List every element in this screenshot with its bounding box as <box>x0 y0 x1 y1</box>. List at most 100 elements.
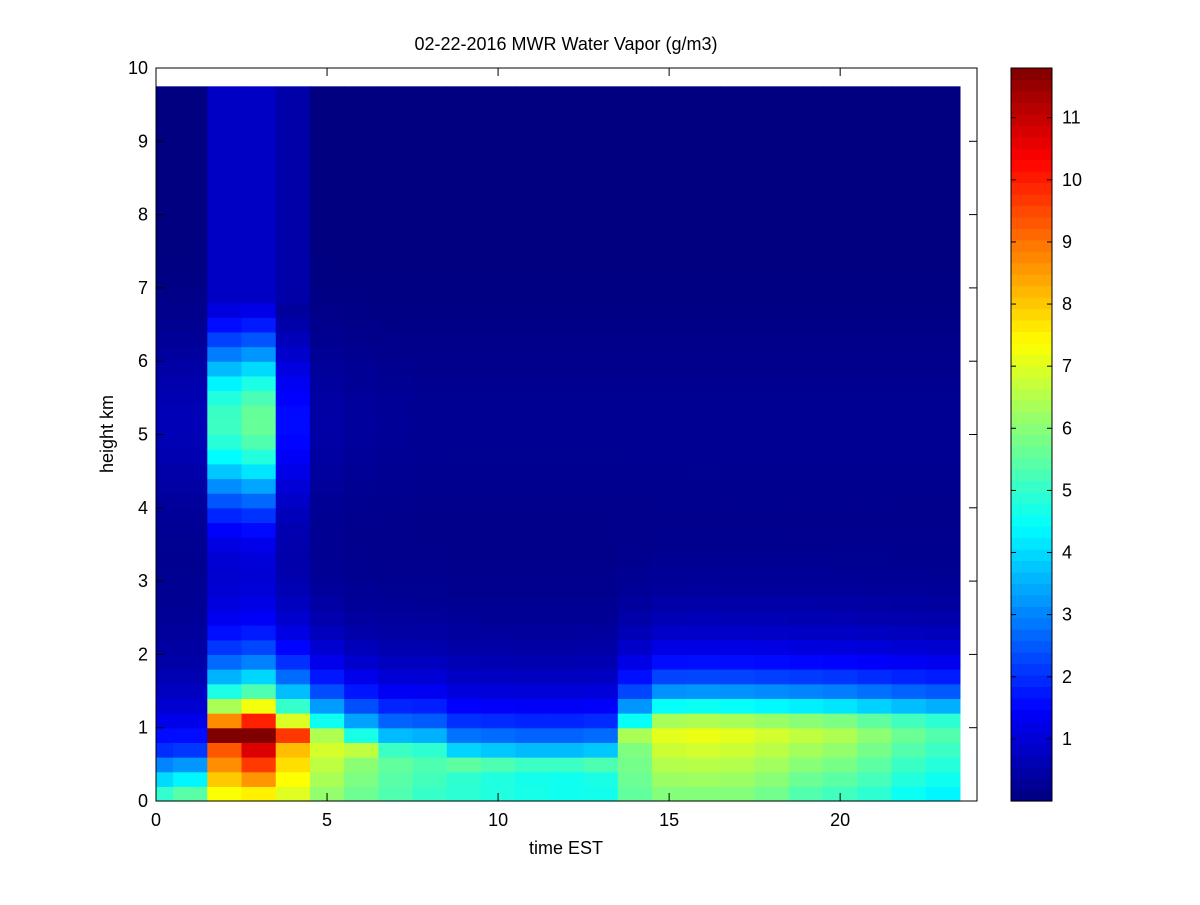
heatmap-cell <box>925 434 961 450</box>
heatmap-cell <box>446 86 482 98</box>
heatmap-cell <box>412 126 448 142</box>
heatmap-cell <box>207 86 243 98</box>
heatmap-cell <box>344 346 379 362</box>
heatmap-cell <box>241 86 277 98</box>
heatmap-cell <box>480 537 516 553</box>
heatmap-cell <box>378 331 414 348</box>
heatmap-cell <box>652 713 687 729</box>
heatmap-cell <box>891 537 927 553</box>
heatmap-cell <box>173 478 208 494</box>
heatmap-cell <box>720 199 756 216</box>
colorbar-segment <box>1011 239 1052 252</box>
heatmap-cell <box>207 669 243 685</box>
heatmap-cell <box>823 375 858 392</box>
heatmap-cell <box>412 581 448 597</box>
heatmap-cell <box>720 757 756 773</box>
heatmap-cell <box>754 639 790 655</box>
heatmap-cell <box>720 595 756 612</box>
heatmap-cell <box>720 273 756 289</box>
heatmap-cell <box>788 669 824 685</box>
heatmap-cell <box>275 214 311 230</box>
heatmap-cell <box>173 229 208 245</box>
heatmap-cell <box>515 419 550 436</box>
heatmap-cell <box>515 478 550 494</box>
heatmap-cell <box>412 551 448 568</box>
heatmap-cell <box>241 405 277 421</box>
heatmap-cell <box>378 273 414 289</box>
heatmap-cell <box>309 698 345 714</box>
heatmap-cell <box>925 595 961 612</box>
heatmap-cell <box>173 551 208 568</box>
colorbar-segment <box>1011 297 1052 310</box>
heatmap-cell <box>156 229 174 245</box>
heatmap-cell <box>275 317 311 333</box>
heatmap-cell <box>549 243 585 260</box>
heatmap-cell <box>720 419 756 436</box>
heatmap-cell <box>652 522 687 538</box>
heatmap-cell <box>549 610 585 626</box>
heatmap-cell <box>823 405 858 421</box>
heatmap-cell <box>823 214 858 230</box>
colorbar-segment <box>1011 216 1052 229</box>
heatmap-cell <box>583 581 619 597</box>
heatmap-cell <box>686 185 722 201</box>
heatmap-cell <box>925 390 961 406</box>
heatmap-cell <box>686 478 722 494</box>
heatmap-cell <box>378 405 414 421</box>
heatmap-cell <box>925 683 961 699</box>
heatmap-cell <box>156 434 174 450</box>
heatmap-cell <box>925 229 961 245</box>
heatmap-cell <box>446 551 482 568</box>
heatmap-cell <box>583 346 619 362</box>
heatmap-cell <box>344 669 379 685</box>
heatmap-cell <box>446 214 482 230</box>
heatmap-cell <box>857 258 893 274</box>
colorbar-segment <box>1011 205 1052 218</box>
heatmap-cell <box>754 214 790 230</box>
heatmap-cell <box>891 346 927 362</box>
heatmap-cell <box>549 625 585 641</box>
heatmap-cell <box>156 478 174 494</box>
heatmap-cell <box>925 405 961 421</box>
heatmap-cell <box>925 771 961 787</box>
heatmap-cell <box>173 683 208 699</box>
colorbar-segment <box>1011 90 1052 103</box>
heatmap-cell <box>378 478 414 494</box>
heatmap-cell <box>754 698 790 714</box>
heatmap-cell <box>412 434 448 450</box>
heatmap-cell <box>788 155 824 172</box>
chart-title: 02-22-2016 MWR Water Vapor (g/m3) <box>414 34 717 54</box>
heatmap-cell <box>275 757 311 773</box>
heatmap-cell <box>686 463 722 480</box>
heatmap-cell <box>617 771 653 787</box>
heatmap-cell <box>891 214 927 230</box>
heatmap-cell <box>412 595 448 612</box>
heatmap-cell <box>583 786 619 802</box>
heatmap-cell <box>788 243 824 260</box>
heatmap-cell <box>583 727 619 743</box>
heatmap-cell <box>549 390 585 406</box>
heatmap-cell <box>207 757 243 773</box>
heatmap-cell <box>480 698 516 714</box>
heatmap-cell <box>173 771 208 787</box>
heatmap-cell <box>652 478 687 494</box>
heatmap-cell <box>925 566 961 582</box>
heatmap-cell <box>275 126 311 142</box>
heatmap-cell <box>480 214 516 230</box>
colorbar-segment <box>1011 342 1052 355</box>
heatmap-cell <box>241 771 277 787</box>
heatmap-cell <box>617 610 653 626</box>
heatmap-cell <box>446 185 482 201</box>
colorbar-segment <box>1011 549 1052 562</box>
colorbar-segment <box>1011 594 1052 607</box>
heatmap-cell <box>686 287 722 304</box>
heatmap-cell <box>241 742 277 758</box>
heatmap-cell <box>549 537 585 553</box>
heatmap-cell <box>823 243 858 260</box>
heatmap-cell <box>344 639 379 655</box>
heatmap-cell <box>925 97 961 113</box>
heatmap-cell <box>720 727 756 743</box>
heatmap-cell <box>857 405 893 421</box>
heatmap-cell <box>720 610 756 626</box>
heatmap-cell <box>652 273 687 289</box>
